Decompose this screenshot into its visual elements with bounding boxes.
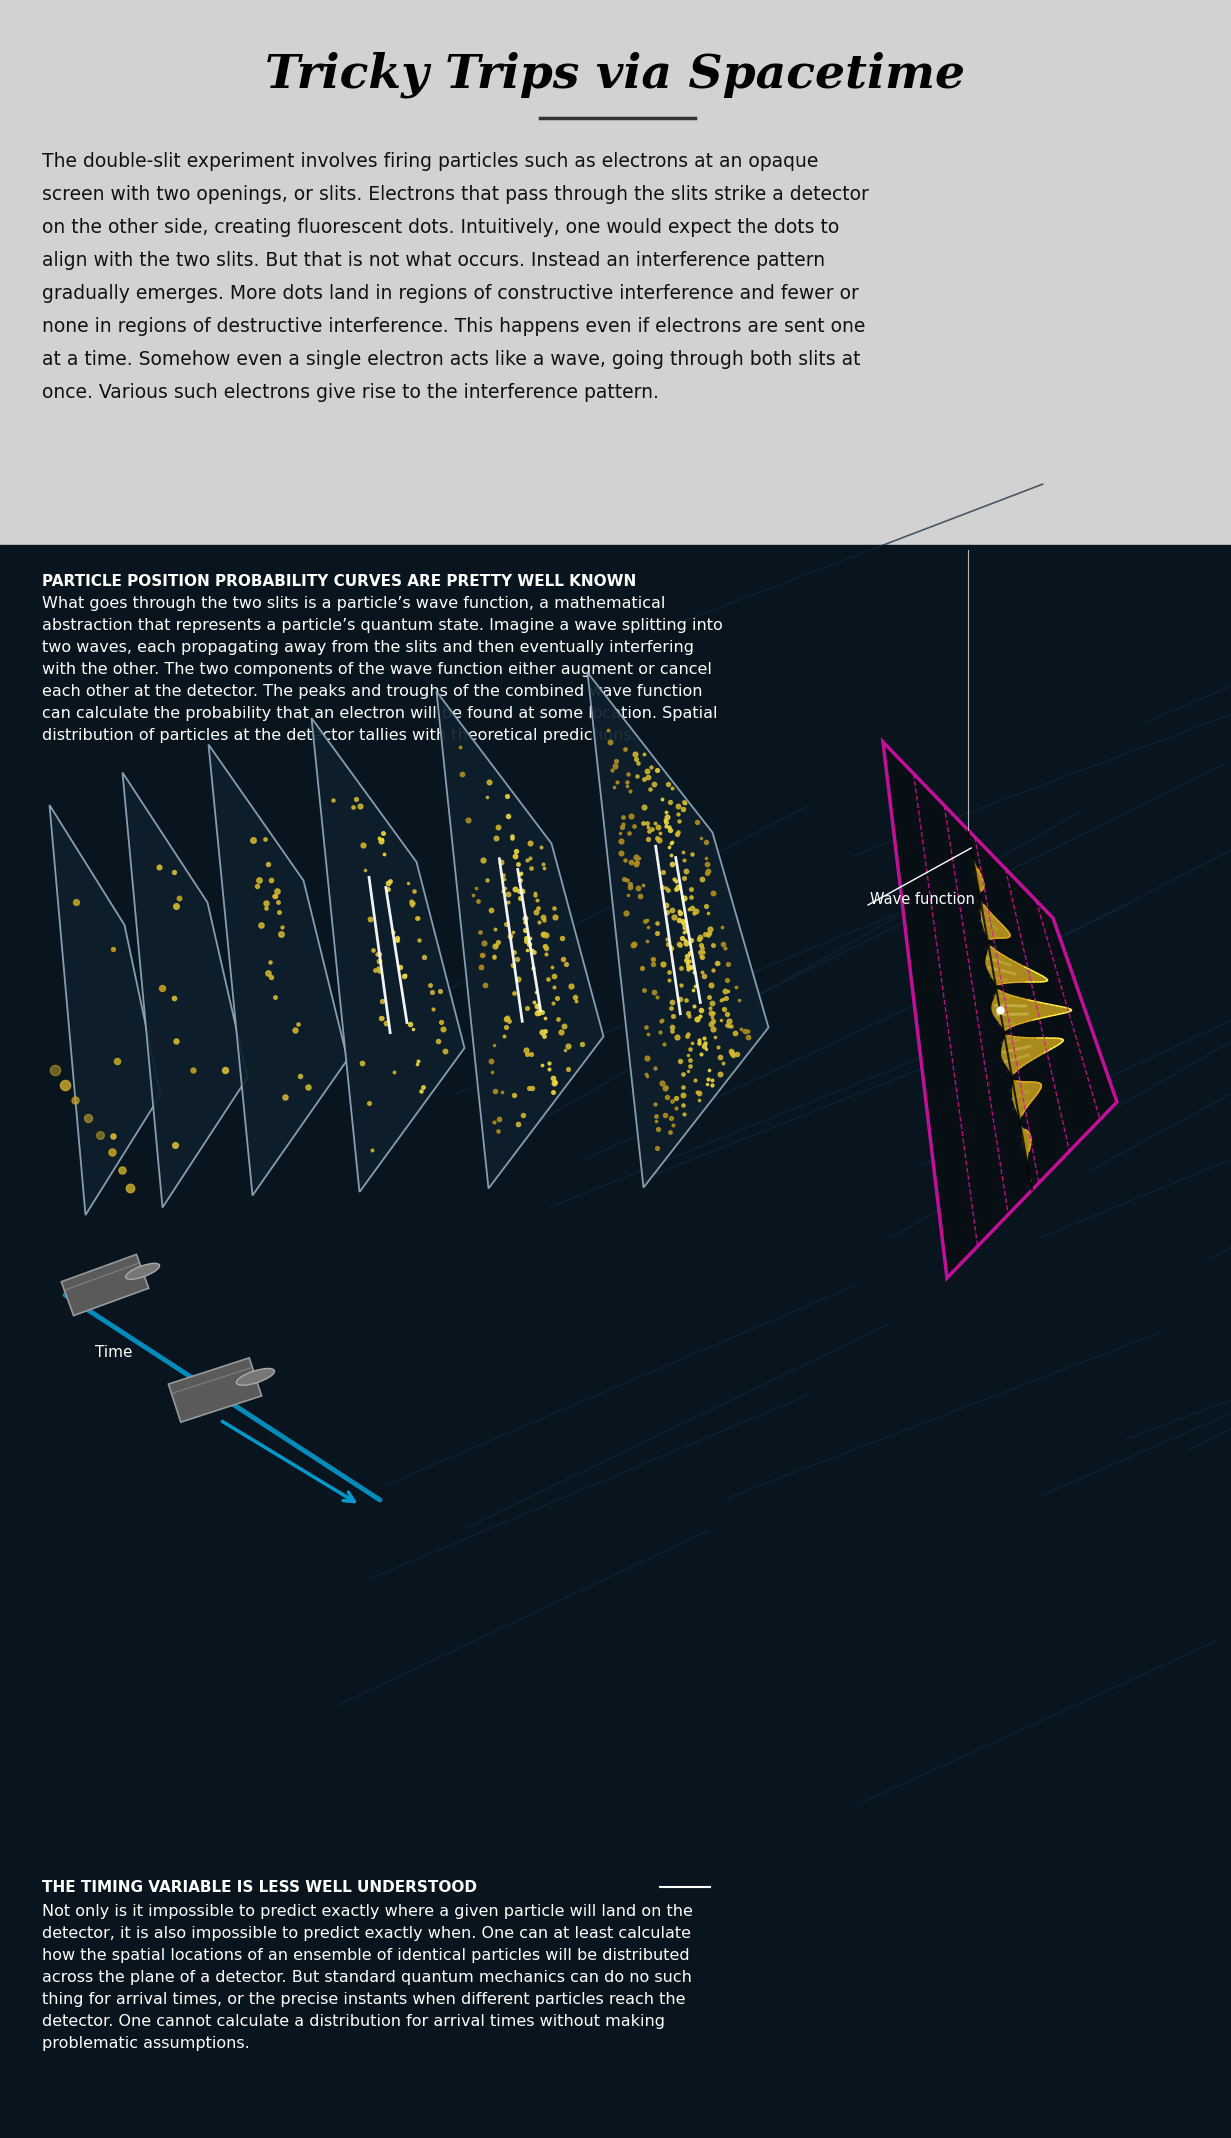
Polygon shape [123, 772, 247, 1208]
Text: Wave function: Wave function [870, 892, 975, 907]
Text: What goes through the two slits is a particle’s wave function, a mathematical: What goes through the two slits is a par… [42, 597, 666, 611]
Text: can calculate the probability that an electron will be found at some location. S: can calculate the probability that an el… [42, 706, 718, 721]
Polygon shape [969, 838, 1071, 1182]
Text: two waves, each propagating away from the slits and then eventually interfering: two waves, each propagating away from th… [42, 639, 694, 654]
Text: none in regions of destructive interference. This happens even if electrons are : none in regions of destructive interfere… [42, 316, 865, 336]
Text: detector. One cannot calculate a distribution for arrival times without making: detector. One cannot calculate a distrib… [42, 2014, 665, 2029]
Text: distribution of particles at the detector tallies with theoretical predictions.: distribution of particles at the detecto… [42, 729, 636, 744]
Text: Time: Time [95, 1345, 133, 1360]
Text: PARTICLE POSITION PROBABILITY CURVES ARE PRETTY WELL KNOWN: PARTICLE POSITION PROBABILITY CURVES ARE… [42, 573, 636, 588]
Polygon shape [208, 744, 347, 1195]
Text: problematic assumptions.: problematic assumptions. [42, 2035, 250, 2050]
Bar [0, 0, 1231, 545]
Text: how the spatial locations of an ensemble of identical particles will be distribu: how the spatial locations of an ensemble… [42, 1948, 689, 1963]
Polygon shape [883, 742, 1117, 1279]
Bar [0, 545, 1231, 2138]
Text: at a time. Somehow even a single electron acts like a wave, going through both s: at a time. Somehow even a single electro… [42, 351, 860, 370]
Text: once. Various such electrons give rise to the interference pattern.: once. Various such electrons give rise t… [42, 383, 659, 402]
Text: THE TIMING VARIABLE IS LESS WELL UNDERSTOOD: THE TIMING VARIABLE IS LESS WELL UNDERST… [42, 1879, 476, 1894]
Ellipse shape [126, 1264, 160, 1279]
Text: thing for arrival times, or the precise instants when different particles reach : thing for arrival times, or the precise … [42, 1993, 686, 2008]
Polygon shape [62, 1255, 149, 1315]
Text: across the plane of a detector. But standard quantum mechanics can do no such: across the plane of a detector. But stan… [42, 1969, 692, 1984]
Text: Tricky Trips via Spacetime: Tricky Trips via Spacetime [266, 51, 965, 98]
Text: screen with two openings, or slits. Electrons that pass through the slits strike: screen with two openings, or slits. Elec… [42, 186, 869, 203]
Text: The double-slit experiment involves firing particles such as electrons at an opa: The double-slit experiment involves firi… [42, 152, 819, 171]
Ellipse shape [236, 1368, 275, 1385]
Text: gradually emerges. More dots land in regions of constructive interference and fe: gradually emerges. More dots land in reg… [42, 284, 859, 304]
Polygon shape [311, 718, 464, 1193]
Text: with the other. The two components of the wave function either augment or cancel: with the other. The two components of th… [42, 663, 712, 678]
Text: on the other side, creating fluorescent dots. Intuitively, one would expect the : on the other side, creating fluorescent … [42, 218, 840, 237]
Text: each other at the detector. The peaks and troughs of the combined wave function: each other at the detector. The peaks an… [42, 684, 703, 699]
Polygon shape [169, 1358, 262, 1422]
Polygon shape [437, 691, 603, 1189]
Text: align with the two slits. But that is not what occurs. Instead an interference p: align with the two slits. But that is no… [42, 250, 825, 269]
Polygon shape [49, 806, 160, 1214]
Polygon shape [587, 673, 768, 1187]
Text: detector, it is also impossible to predict exactly when. One can at least calcul: detector, it is also impossible to predi… [42, 1926, 691, 1941]
Text: abstraction that represents a particle’s quantum state. Imagine a wave splitting: abstraction that represents a particle’s… [42, 618, 723, 633]
Text: Not only is it impossible to predict exactly where a given particle will land on: Not only is it impossible to predict exa… [42, 1905, 693, 1920]
